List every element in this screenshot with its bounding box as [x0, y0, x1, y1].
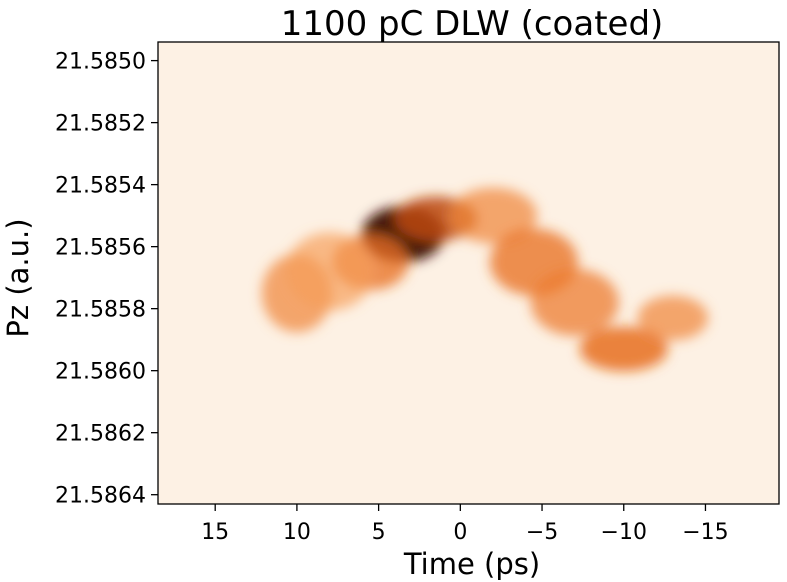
- y-tick-label: 21.5856: [55, 236, 146, 261]
- x-tick-label: 5: [372, 520, 386, 545]
- intensity-blob: [285, 232, 374, 311]
- x-tick-label: 10: [283, 520, 311, 545]
- intensity-blob: [579, 326, 668, 372]
- x-tick-label: 15: [201, 520, 229, 545]
- y-tick-label: 21.5860: [55, 360, 146, 385]
- x-axis-label: Time (ps): [403, 547, 540, 581]
- chart-title: 1100 pC DLW (coated): [281, 4, 664, 44]
- x-tick-label: −10: [601, 520, 647, 545]
- intensity-blob: [448, 187, 538, 244]
- y-tick-label: 21.5858: [55, 298, 146, 323]
- plot-background: [158, 42, 779, 504]
- y-tick-label: 21.5854: [55, 174, 146, 199]
- intensity-blob: [637, 295, 709, 341]
- y-axis-label: Pz (a.u.): [1, 218, 35, 337]
- y-tick-label: 21.5852: [55, 112, 146, 137]
- y-tick-label: 21.5862: [55, 422, 146, 447]
- y-tick-label: 21.5850: [55, 50, 146, 75]
- x-tick-label: −5: [526, 520, 558, 545]
- intensity-blob: [530, 268, 619, 336]
- x-tick-label: −15: [682, 520, 728, 545]
- plot-frame: [157, 41, 780, 505]
- y-axis: 21.5850 21.5852 21.5854 21.5856 21.5858 21.58…: [55, 50, 158, 509]
- x-tick-label: 0: [453, 520, 467, 545]
- y-tick-label: 21.5864: [55, 484, 146, 509]
- intensity-layer: [261, 187, 709, 372]
- x-axis: 15 10 5 0 −5 −10 −15: [201, 504, 729, 545]
